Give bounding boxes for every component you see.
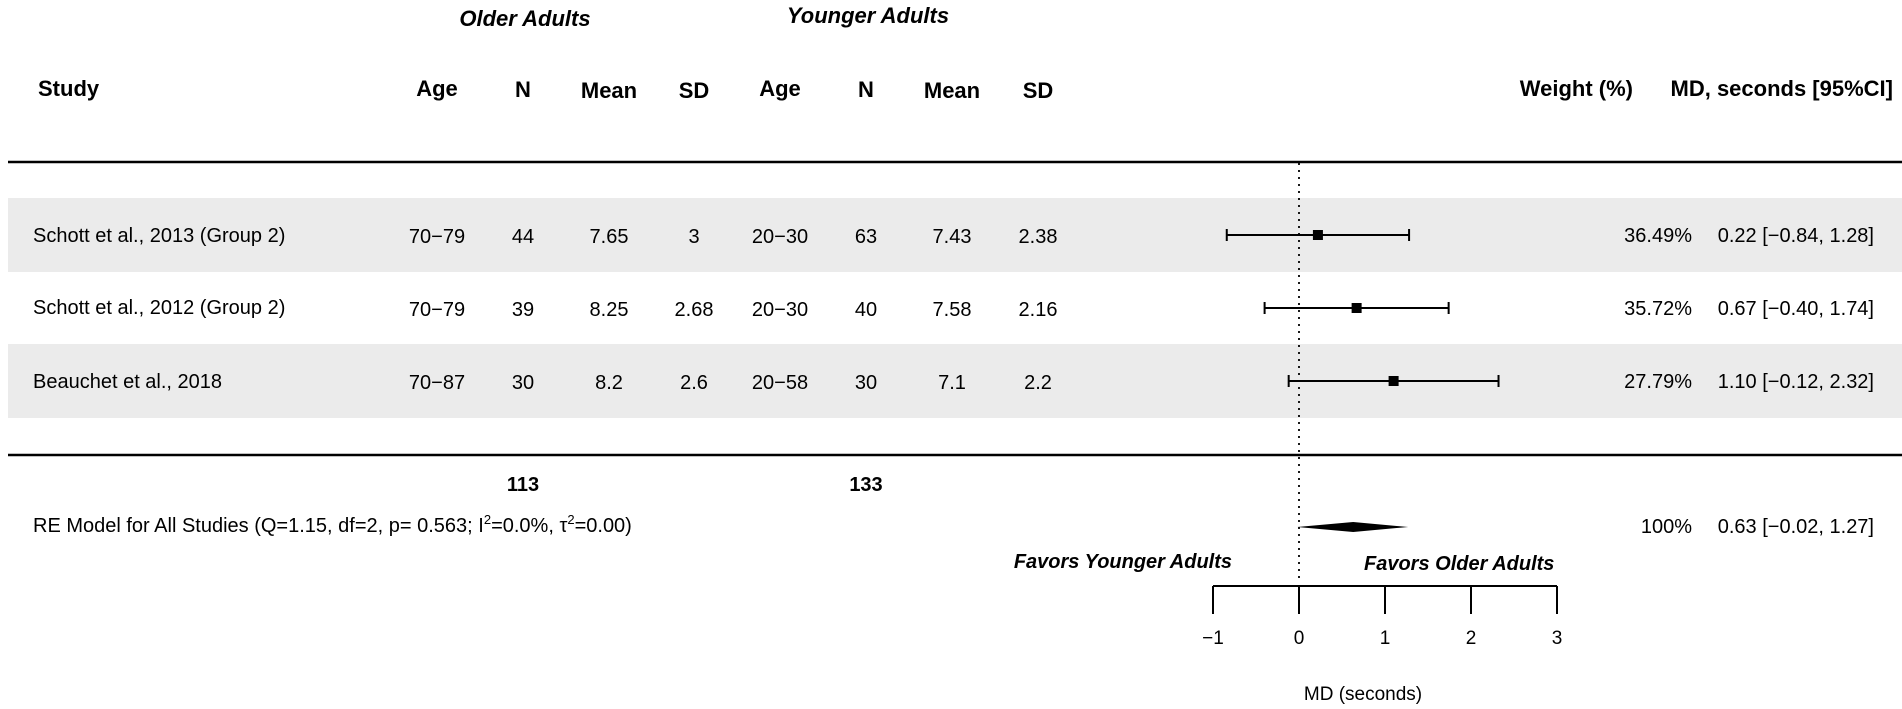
- study-name: Beauchet et al., 2018: [33, 371, 222, 393]
- older-sd: 3: [688, 226, 699, 248]
- favors-older-label: Favors Older Adults: [1364, 553, 1554, 575]
- col-header-younger-sd: SD: [1023, 78, 1054, 103]
- group-header-older: Older Adults: [459, 6, 590, 31]
- row-shade-3: [8, 344, 1902, 418]
- col-header-younger-mean: Mean: [924, 78, 980, 103]
- col-header-study: Study: [38, 76, 100, 101]
- study-row-1: Schott et al., 2013 (Group 2) 70−79 44 7…: [33, 225, 1874, 248]
- forest-marks: −1 0 1 2 3: [1202, 229, 1562, 649]
- point-estimate-study-2: [1351, 303, 1362, 313]
- point-estimate-study-3: [1388, 376, 1399, 386]
- older-sd: 2.68: [675, 299, 714, 321]
- younger-sd: 2.38: [1019, 226, 1058, 248]
- x-tick-label-4: 3: [1552, 628, 1563, 649]
- x-axis-title: MD (seconds): [1304, 684, 1422, 705]
- point-estimate-study-1: [1312, 230, 1323, 240]
- older-age: 70−87: [409, 372, 465, 394]
- younger-n: 30: [855, 372, 877, 394]
- weight-value: 36.49%: [1624, 225, 1692, 247]
- col-header-older-sd: SD: [679, 78, 710, 103]
- col-header-md-ci: MD, seconds [95%CI]: [1671, 76, 1894, 101]
- younger-n: 40: [855, 299, 877, 321]
- younger-sd: 2.16: [1019, 299, 1058, 321]
- younger-age: 20−58: [752, 372, 808, 394]
- study-row-2: Schott et al., 2012 (Group 2) 70−79 39 8…: [33, 297, 1874, 321]
- older-age: 70−79: [409, 226, 465, 248]
- younger-mean: 7.1: [938, 372, 966, 394]
- summary-diamond: [1297, 522, 1409, 532]
- younger-sd: 2.2: [1024, 372, 1052, 394]
- older-mean: 8.2: [595, 372, 623, 394]
- older-n: 30: [512, 372, 534, 394]
- md-ci-value: 0.67 [−0.40, 1.74]: [1718, 298, 1874, 320]
- col-header-older-mean: Mean: [581, 78, 637, 103]
- older-sd: 2.6: [680, 372, 708, 394]
- summary-md-ci: 0.63 [−0.02, 1.27]: [1718, 516, 1874, 538]
- younger-n: 63: [855, 226, 877, 248]
- row-shade-1: [8, 198, 1902, 272]
- x-tick-label-3: 2: [1466, 628, 1477, 649]
- younger-mean: 7.58: [933, 299, 972, 321]
- younger-mean: 7.43: [933, 226, 972, 248]
- weight-value: 35.72%: [1624, 298, 1692, 320]
- x-tick-label-1: 0: [1294, 628, 1305, 649]
- summary-label: RE Model for All Studies (Q=1.15, df=2, …: [33, 512, 632, 537]
- col-header-younger-n: N: [858, 77, 874, 102]
- group-header-younger: Younger Adults: [787, 3, 949, 28]
- younger-n-total: 133: [849, 474, 882, 496]
- col-header-weight: Weight (%): [1520, 76, 1633, 101]
- col-header-younger-age: Age: [759, 76, 801, 101]
- x-tick-label-0: −1: [1202, 628, 1224, 649]
- study-row-3: Beauchet et al., 2018 70−87 30 8.2 2.6 2…: [33, 371, 1874, 394]
- older-age: 70−79: [409, 299, 465, 321]
- favors-younger-label: Favors Younger Adults: [1014, 551, 1232, 573]
- md-ci-value: 0.22 [−0.84, 1.28]: [1718, 225, 1874, 247]
- col-header-older-age: Age: [416, 76, 458, 101]
- older-mean: 8.25: [590, 299, 629, 321]
- md-ci-value: 1.10 [−0.12, 2.32]: [1718, 371, 1874, 393]
- older-n: 39: [512, 299, 534, 321]
- older-n: 44: [512, 226, 534, 248]
- younger-age: 20−30: [752, 299, 808, 321]
- older-n-total: 113: [507, 474, 539, 496]
- weight-value: 27.79%: [1624, 371, 1692, 393]
- x-tick-label-2: 1: [1380, 628, 1391, 649]
- study-name: Schott et al., 2012 (Group 2): [33, 297, 285, 319]
- study-name: Schott et al., 2013 (Group 2): [33, 225, 285, 247]
- older-mean: 7.65: [590, 226, 629, 248]
- summary-weight: 100%: [1641, 516, 1692, 538]
- younger-age: 20−30: [752, 226, 808, 248]
- col-header-older-n: N: [515, 77, 531, 102]
